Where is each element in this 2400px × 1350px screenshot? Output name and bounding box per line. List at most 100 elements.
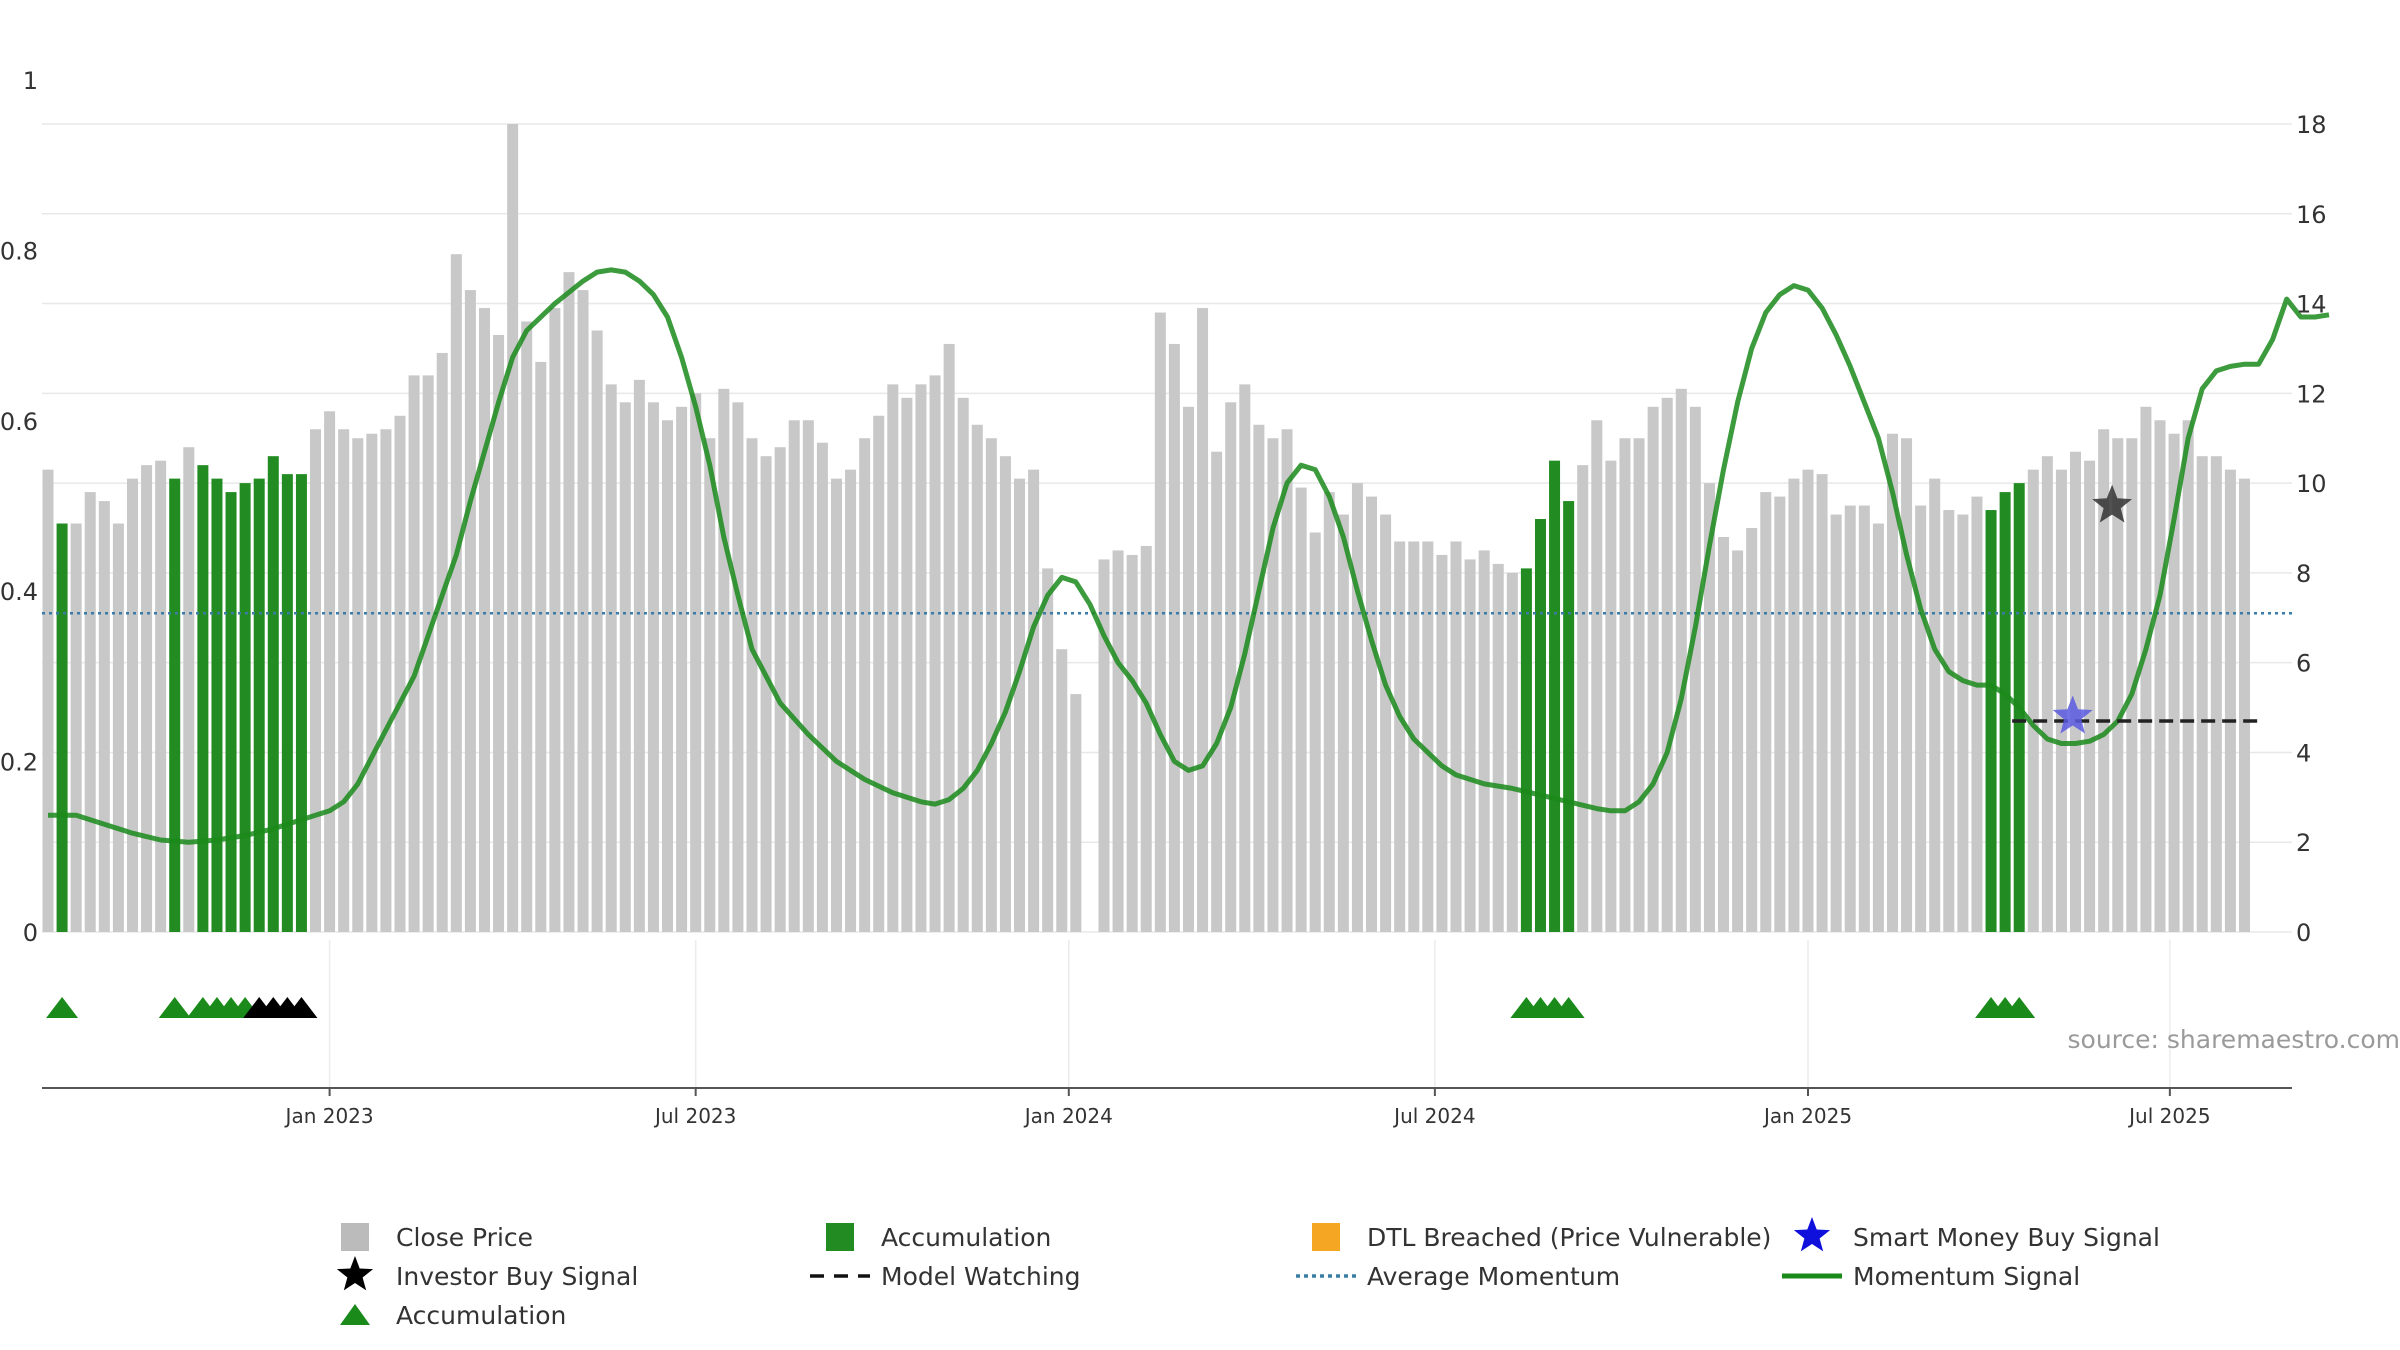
close-price-bar [1042, 568, 1054, 932]
close-price-bar [1126, 554, 1138, 932]
close-price-bar [633, 379, 645, 932]
close-price-bar [2041, 456, 2053, 932]
close-price-bar [1436, 554, 1448, 932]
legend-label: Model Watching [881, 1262, 1081, 1291]
close-price-bar [1746, 528, 1758, 932]
close-price-bar [2084, 460, 2096, 932]
left-axis-tick-label: 0 [23, 919, 38, 947]
close-price-bar [887, 384, 899, 932]
blue-star-icon [1793, 1217, 1831, 1252]
close-price-bar [1647, 406, 1659, 932]
legend-swatch [1312, 1223, 1340, 1251]
close-price-bar [816, 442, 828, 932]
close-price-bar [1309, 532, 1321, 932]
close-price-bar [802, 420, 814, 932]
close-price-bar [774, 447, 786, 932]
source-label: source: sharemaestro.com [2068, 1025, 2400, 1054]
left-axis-tick-label: 1 [23, 67, 38, 95]
close-price-bar [84, 492, 96, 932]
right-axis-tick-label: 18 [2296, 111, 2327, 139]
close-price-bar [98, 501, 110, 932]
close-price-bar [957, 397, 969, 932]
left-axis-tick-label: 0.6 [0, 408, 38, 436]
close-price-bar [1788, 478, 1800, 932]
close-price-bar [2126, 438, 2138, 932]
close-price-bar [1901, 438, 1913, 932]
marker-layer [46, 997, 2036, 1018]
close-price-bar [2210, 456, 2222, 932]
close-price-bar [732, 402, 744, 932]
close-price-bar [1394, 541, 1406, 932]
close-price-bar [1591, 420, 1603, 932]
close-price-bar [1450, 541, 1462, 932]
accumulation-bar [295, 474, 307, 932]
legend-item: Model Watching [810, 1262, 1081, 1291]
investor-buy-star-icon [2092, 484, 2133, 523]
close-price-bar [464, 290, 476, 933]
investor-triangle-icon [285, 997, 318, 1018]
close-price-bar [563, 272, 575, 933]
close-price-bar [718, 388, 730, 932]
close-price-bar [1971, 496, 1983, 932]
close-price-bar [324, 411, 336, 932]
close-price-bar [1295, 487, 1307, 932]
close-price-bar [2140, 406, 2152, 932]
close-price-bar [1816, 474, 1828, 932]
momentum-layer [48, 267, 2330, 845]
close-price-bar [310, 429, 322, 932]
close-price-bar [1830, 514, 1842, 932]
accumulation-bar [281, 474, 293, 932]
accumulation-bar [1985, 510, 1997, 932]
right-axis-tick-label: 0 [2296, 919, 2311, 947]
legend-item: Average Momentum [1296, 1262, 1620, 1291]
close-price-bar [183, 447, 195, 932]
x-axis-tick-label: Jul 2024 [1392, 1104, 1475, 1128]
accumulation-bar [1534, 519, 1546, 932]
close-price-bar [366, 433, 378, 932]
close-price-bar [1253, 424, 1265, 932]
legend-swatch [341, 1223, 369, 1251]
grid-layer [42, 123, 2292, 1088]
legend-item: Investor Buy Signal [336, 1256, 638, 1291]
close-price-bar [155, 460, 167, 932]
legend: Close Price Accumulation DTL Breached (Pri… [336, 1217, 2160, 1330]
close-price-bar [1858, 505, 1870, 932]
close-price-bar [1915, 505, 1927, 932]
close-price-bar [971, 424, 983, 932]
x-axis-tick-label: Jan 2023 [284, 1104, 374, 1128]
left-axis-tick-label: 0.8 [0, 237, 38, 265]
close-price-bar [845, 469, 857, 932]
x-axis-tick-label: Jul 2025 [2127, 1104, 2210, 1128]
legend-swatch [826, 1223, 854, 1251]
close-price-bar [1957, 514, 1969, 932]
accumulation-bar [253, 478, 265, 932]
close-price-bar [1281, 429, 1293, 932]
close-price-bar [1366, 496, 1378, 932]
accumulation-bar [197, 465, 209, 932]
right-axis-tick-label: 10 [2296, 470, 2327, 498]
close-price-bar [929, 375, 941, 932]
close-price-bar [2196, 456, 2208, 932]
close-price-bar [1014, 478, 1026, 932]
close-price-bar [1619, 438, 1631, 932]
legend-label: DTL Breached (Price Vulnerable) [1367, 1223, 1771, 1252]
right-axis-tick-label: 2 [2296, 829, 2311, 857]
close-price-bar [408, 375, 420, 932]
close-price-bar [619, 402, 631, 932]
close-price-bar [746, 438, 758, 932]
close-price-bar [760, 456, 772, 932]
close-price-bar [985, 438, 997, 932]
close-price-bar [1943, 510, 1955, 932]
green-triangle-icon [340, 1304, 370, 1325]
close-price-bar [1732, 550, 1744, 932]
close-price-bar [352, 438, 364, 932]
close-price-bar [1633, 438, 1645, 932]
close-price-bar [1478, 550, 1490, 932]
close-price-bar [1675, 388, 1687, 932]
left-axis-tick-label: 0.4 [0, 578, 38, 606]
close-price-bar [450, 254, 462, 932]
close-price-bar [436, 352, 448, 932]
close-price-bar [2238, 478, 2250, 932]
right-axis-tick-label: 8 [2296, 560, 2311, 588]
